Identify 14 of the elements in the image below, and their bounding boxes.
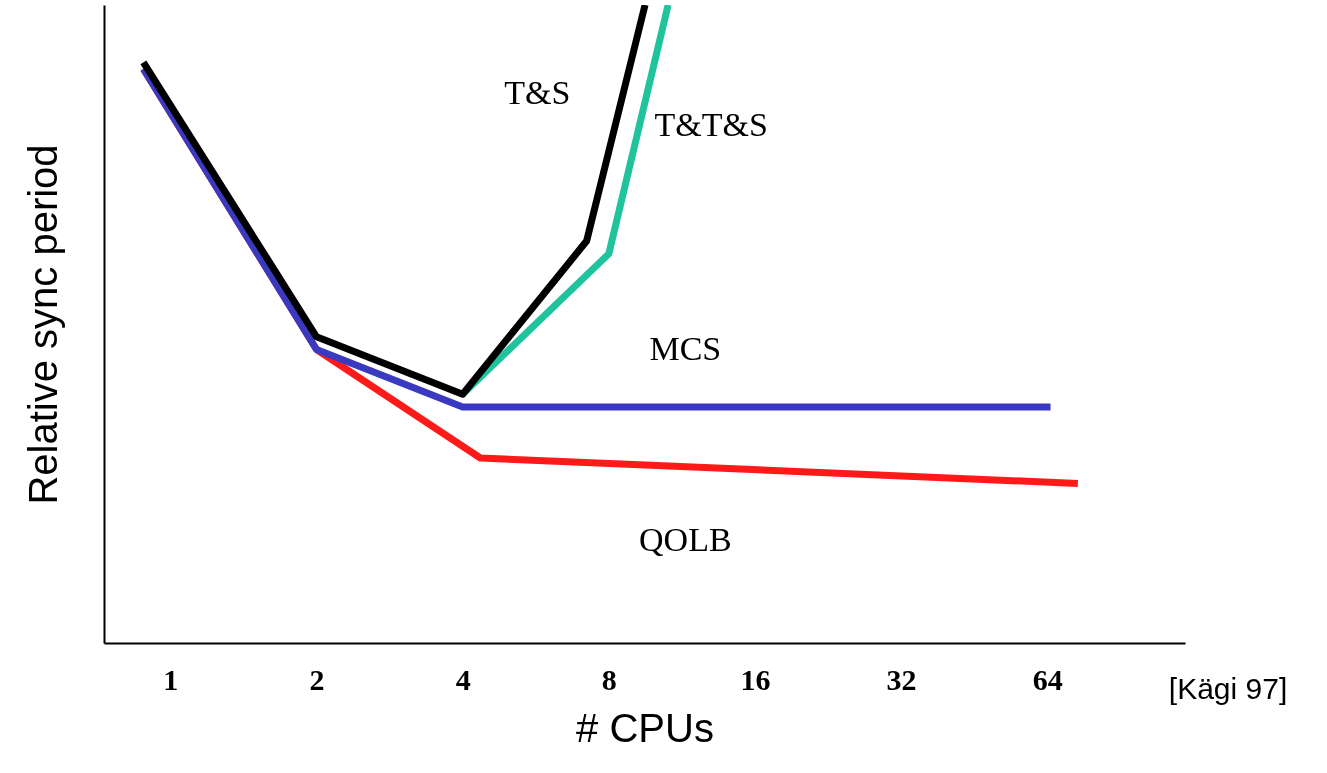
series-label: QOLB bbox=[639, 520, 732, 558]
x-tick-label: 32 bbox=[886, 662, 917, 696]
series-label: T&T&S bbox=[654, 106, 768, 144]
x-tick-label: 8 bbox=[601, 662, 617, 696]
x-axis-title: # CPUs bbox=[576, 705, 714, 750]
x-tick-label: 64 bbox=[1032, 662, 1063, 696]
y-axis-title: Relative sync period bbox=[20, 144, 65, 505]
x-tick-label: 16 bbox=[740, 662, 771, 696]
x-tick-label: 2 bbox=[309, 662, 325, 696]
series-label: T&S bbox=[504, 74, 571, 112]
x-tick-label: 4 bbox=[455, 662, 471, 696]
x-tick-label: 1 bbox=[163, 662, 179, 696]
text: [Kägi 97] bbox=[1168, 672, 1288, 705]
series-label: MCS bbox=[649, 329, 722, 367]
